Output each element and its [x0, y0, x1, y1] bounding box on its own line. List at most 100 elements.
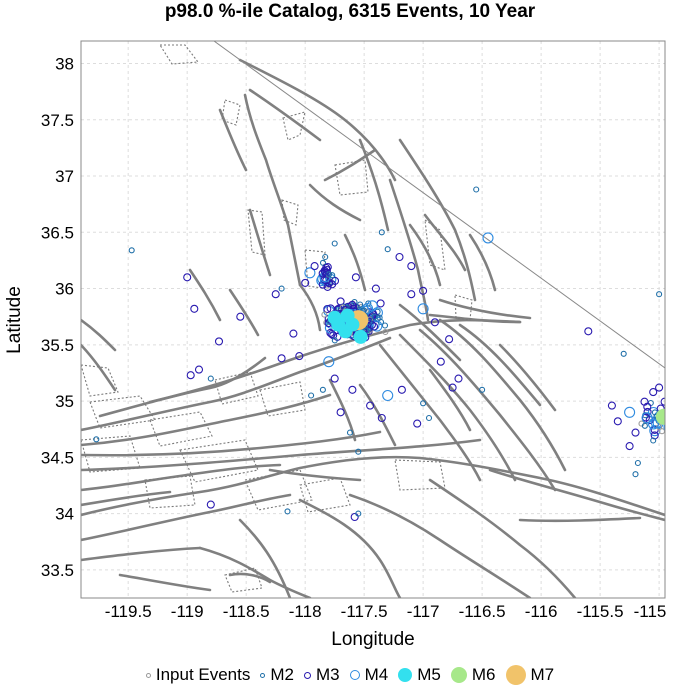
event-marker-m3	[301, 278, 310, 287]
y-tick-label: 34	[55, 505, 74, 524]
event-marker-m4	[382, 389, 394, 402]
x-tick-label: -118	[289, 602, 322, 621]
fault-trace	[498, 343, 557, 412]
fault-trace	[243, 93, 302, 287]
y-tick-label: 33.5	[41, 561, 74, 580]
event-marker-input-events	[321, 311, 328, 318]
fault-trace	[188, 268, 222, 322]
event-marker-m4	[624, 406, 636, 418]
fault-trace	[81, 393, 332, 447]
event-marker-m3	[186, 371, 195, 380]
fault-trace	[348, 493, 532, 598]
fault-outline	[281, 199, 299, 226]
event-marker-m3	[419, 286, 428, 295]
event-marker-m4	[482, 232, 494, 244]
border-line	[213, 41, 665, 369]
legend-symbol	[450, 667, 467, 683]
event-marker-m3	[454, 374, 463, 383]
event-marker-m3	[350, 512, 359, 522]
event-marker-m3	[318, 269, 327, 278]
event-marker-m3	[194, 365, 204, 374]
event-marker-m3	[584, 327, 593, 336]
fault-outline	[299, 477, 351, 513]
event-marker-m2	[381, 322, 389, 329]
fault-trace	[458, 323, 542, 407]
event-marker-m3	[183, 273, 192, 282]
event-marker-m2	[632, 471, 639, 478]
event-marker-m3	[348, 300, 357, 309]
event-marker-m2	[420, 400, 427, 407]
fault-outline	[159, 44, 200, 65]
event-marker-m4	[641, 412, 653, 424]
fault-trace	[518, 516, 642, 523]
event-marker-m3	[236, 312, 245, 321]
fault-trace	[98, 356, 267, 418]
event-marker-m2	[634, 459, 641, 467]
event-marker-m2	[473, 186, 480, 193]
event-marker-m5	[340, 308, 355, 323]
event-marker-m2	[384, 246, 391, 253]
event-marker-m2	[329, 272, 336, 279]
event-marker-m4	[417, 303, 429, 315]
event-marker-m3	[326, 328, 335, 337]
event-marker-m4	[323, 356, 335, 368]
event-marker-m3	[445, 335, 454, 344]
event-marker-m2	[331, 240, 338, 247]
y-tick-label: 36	[55, 280, 74, 299]
event-marker-m3	[430, 318, 439, 327]
fault-trace	[81, 438, 482, 472]
fault-trace	[438, 318, 567, 472]
fault-trace	[468, 233, 497, 292]
y-tick-label: 36.5	[41, 223, 74, 242]
legend-item: M7	[505, 665, 554, 685]
event-marker-m3	[407, 290, 416, 299]
event-marker-m3	[377, 413, 386, 423]
y-tick-label: 35.5	[41, 336, 74, 355]
event-marker-m3	[448, 383, 457, 392]
x-tick-label: -119.5	[105, 602, 152, 621]
event-marker-m3	[330, 374, 339, 383]
plot-frame	[80, 40, 666, 599]
event-marker-m3	[289, 329, 298, 338]
event-marker-m2	[319, 259, 327, 266]
event-marker-m2	[656, 291, 663, 298]
legend-item: M2	[260, 665, 294, 685]
event-marker-m3	[190, 304, 199, 313]
blind-fault-outlines	[81, 44, 473, 593]
fault-trace	[378, 343, 482, 482]
event-marker-m3	[395, 252, 404, 262]
fault-outline	[224, 567, 263, 593]
event-marker-m3	[413, 419, 422, 428]
fault-trace	[228, 572, 272, 584]
legend-symbol	[505, 665, 526, 685]
fault-trace	[81, 430, 382, 457]
event-marker-m4	[663, 423, 665, 432]
fault-trace	[218, 108, 248, 172]
event-marker-m3	[436, 357, 445, 366]
event-marker-m2	[319, 386, 326, 393]
fault-outline	[81, 364, 119, 397]
fault-trace	[81, 318, 117, 352]
legend-item: M3	[304, 665, 340, 685]
legend-label: M2	[270, 665, 294, 684]
event-marker-m3	[649, 388, 658, 397]
x-tick-label: -116.5	[459, 602, 506, 621]
event-marker-m2	[331, 337, 338, 344]
event-marker-m3	[336, 408, 345, 417]
legend-symbol	[349, 670, 360, 680]
event-marker-m2	[357, 301, 364, 308]
fault-trace	[428, 478, 577, 598]
event-marker-m3	[655, 383, 664, 392]
event-marker-m6	[655, 408, 665, 425]
legend-label: Input Events	[155, 665, 251, 684]
legend-item: Input Events	[145, 665, 251, 685]
fault-trace	[398, 138, 477, 302]
event-marker-m3	[371, 284, 380, 293]
x-tick-label: -117	[407, 602, 440, 621]
x-tick-label: -116	[525, 602, 558, 621]
fault-trace	[118, 573, 212, 592]
event-marker-m4	[371, 320, 383, 332]
fault-trace	[323, 148, 377, 182]
event-marker-input-events	[382, 328, 389, 336]
